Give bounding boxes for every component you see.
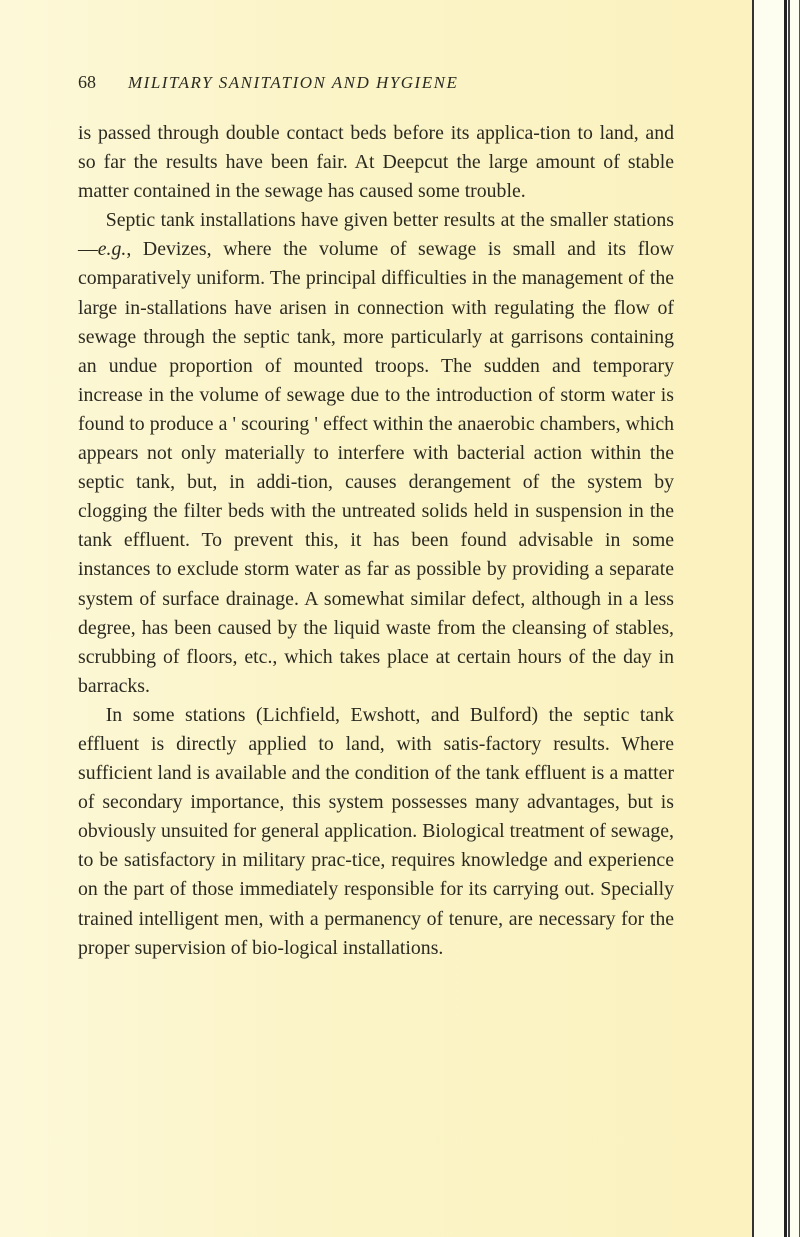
book-edge-inner bbox=[784, 0, 790, 1237]
p2-part-b: , Devizes, where the volume of sewage is… bbox=[78, 238, 674, 696]
book-edge-outer bbox=[752, 0, 800, 1237]
running-title: MILITARY SANITATION AND HYGIENE bbox=[128, 73, 458, 93]
page-header: 68 MILITARY SANITATION AND HYGIENE bbox=[78, 72, 674, 93]
paragraph-1: is passed through double contact beds be… bbox=[78, 119, 674, 206]
body-text: is passed through double contact beds be… bbox=[78, 119, 674, 963]
p2-eg-italic: e.g. bbox=[98, 238, 127, 260]
page-number: 68 bbox=[78, 72, 96, 93]
paragraph-3: In some stations (Lichfield, Ewshott, an… bbox=[78, 701, 674, 963]
paragraph-2: Septic tank installations have given bet… bbox=[78, 206, 674, 701]
page-content: 68 MILITARY SANITATION AND HYGIENE is pa… bbox=[0, 0, 752, 1237]
